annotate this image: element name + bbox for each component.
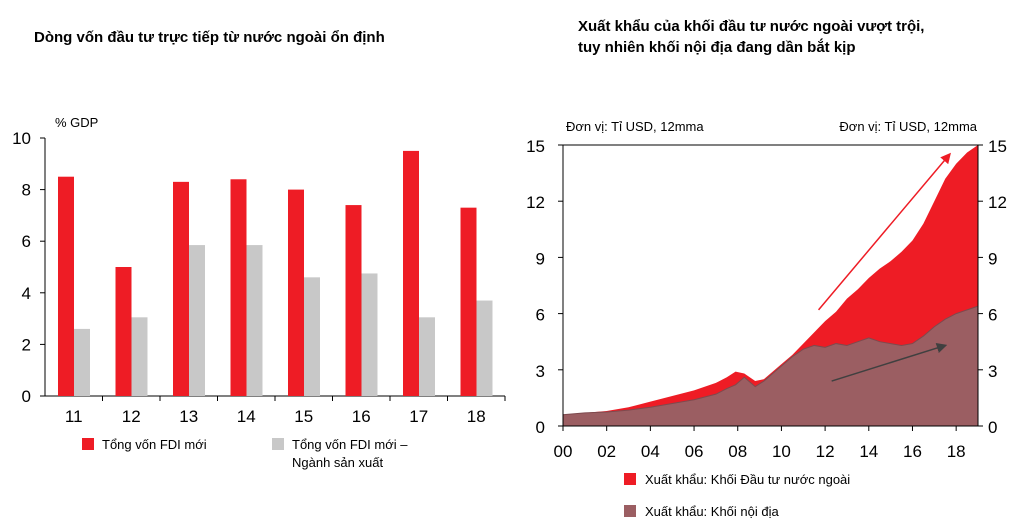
bar-total-fdi bbox=[403, 150, 419, 396]
bar-manufacturing-fdi bbox=[419, 317, 435, 396]
legend-swatch bbox=[272, 438, 284, 450]
right-chart-title: Xuất khẩu của khối đầu tư nước ngoài vượ… bbox=[578, 16, 924, 58]
trend-arrow-domestic bbox=[831, 342, 948, 382]
y-tick-label-left: 15 bbox=[526, 137, 545, 156]
x-tick-label: 08 bbox=[728, 442, 747, 461]
x-tick-label: 14 bbox=[859, 442, 878, 461]
x-tick-label: 12 bbox=[122, 407, 141, 426]
x-tick-label: 17 bbox=[409, 407, 428, 426]
y-tick-label: 0 bbox=[22, 387, 31, 406]
right-chart-title-line-2: tuy nhiên khối nội địa đang dần bắt kịp bbox=[578, 39, 856, 56]
y-tick-label: 8 bbox=[22, 181, 31, 200]
y-tick-label: 6 bbox=[22, 232, 31, 251]
unit-label-left: Đơn vị: Tỉ USD, 12mma bbox=[566, 119, 704, 134]
bar-total-fdi bbox=[173, 181, 189, 396]
bar-manufacturing-fdi bbox=[304, 277, 320, 396]
x-tick-label: 10 bbox=[772, 442, 791, 461]
fdi-bar-chart: % GDP 0 2 4 6 8 10 11 12 13 14 15 16 17 18 Tổng vốn FDI… bbox=[12, 115, 506, 470]
bar-manufacturing-fdi bbox=[246, 245, 263, 396]
y-tick-label-right: 0 bbox=[988, 418, 997, 437]
y-tick-label-right: 6 bbox=[988, 306, 997, 325]
y-axis-label: % GDP bbox=[55, 115, 98, 130]
y-tick-label-right: 9 bbox=[988, 249, 997, 268]
y-tick-label-left: 9 bbox=[536, 249, 545, 268]
bar-total-fdi bbox=[345, 205, 362, 396]
x-tick-label: 18 bbox=[947, 442, 966, 461]
bar-total-fdi bbox=[288, 189, 304, 396]
x-tick-label: 02 bbox=[597, 442, 616, 461]
x-tick-label: 12 bbox=[816, 442, 835, 461]
y-tick-label-left: 0 bbox=[536, 418, 545, 437]
x-tick-label: 00 bbox=[554, 442, 573, 461]
bar-total-fdi bbox=[115, 267, 132, 396]
y-tick-label-left: 3 bbox=[536, 362, 545, 381]
bar-manufacturing-fdi bbox=[189, 245, 205, 396]
export-area-chart: Đơn vị: Tỉ USD, 12mma Đơn vị: Tỉ USD, 12m… bbox=[526, 119, 1007, 519]
bar-manufacturing-fdi bbox=[361, 273, 378, 396]
legend-label: Xuất khẩu: Khối Đầu tư nước ngoài bbox=[645, 472, 850, 487]
y-tick-label-right: 12 bbox=[988, 193, 1007, 212]
bar-manufacturing-fdi bbox=[476, 300, 493, 396]
legend-label: Xuất khẩu: Khối nội địa bbox=[645, 504, 779, 519]
x-tick-label: 16 bbox=[903, 442, 922, 461]
legend-label: Tổng vốn FDI mới bbox=[102, 437, 207, 452]
x-tick-label: 14 bbox=[237, 407, 256, 426]
legend-swatch bbox=[82, 438, 94, 450]
trend-arrow-foreign bbox=[817, 152, 951, 311]
legend-swatch bbox=[624, 473, 636, 485]
bar-total-fdi bbox=[58, 176, 74, 396]
x-tick-label: 15 bbox=[294, 407, 313, 426]
left-chart-title: Dòng vốn đầu tư trực tiếp từ nước ngoài … bbox=[34, 29, 385, 46]
legend-swatch bbox=[624, 505, 636, 517]
y-tick-label-left: 6 bbox=[536, 306, 545, 325]
x-tick-label: 11 bbox=[65, 407, 83, 426]
bar-manufacturing-fdi bbox=[131, 317, 148, 396]
unit-label-right: Đơn vị: Tỉ USD, 12mma bbox=[839, 119, 977, 134]
plot-frame bbox=[562, 144, 979, 427]
bar-manufacturing-fdi bbox=[74, 328, 90, 396]
x-tick-label: 16 bbox=[352, 407, 371, 426]
x-tick-label: 18 bbox=[467, 407, 486, 426]
x-tick-label: 13 bbox=[179, 407, 198, 426]
y-tick-label-left: 12 bbox=[526, 193, 545, 212]
right-chart-title-line-1: Xuất khẩu của khối đầu tư nước ngoài vượ… bbox=[578, 18, 925, 35]
legend-label: Ngành sản xuất bbox=[292, 455, 383, 470]
area-domestic-exports bbox=[562, 305, 979, 427]
y-tick-label-right: 3 bbox=[988, 362, 997, 381]
bar-total-fdi bbox=[460, 207, 477, 396]
y-tick-label-right: 15 bbox=[988, 137, 1007, 156]
y-tick-label: 10 bbox=[12, 129, 31, 148]
bar-total-fdi bbox=[230, 179, 247, 396]
y-tick-label: 4 bbox=[22, 284, 31, 303]
x-tick-label: 04 bbox=[641, 442, 660, 461]
x-tick-label: 06 bbox=[685, 442, 704, 461]
y-tick-label: 2 bbox=[22, 335, 31, 354]
legend-label: Tổng vốn FDI mới – bbox=[292, 437, 408, 452]
